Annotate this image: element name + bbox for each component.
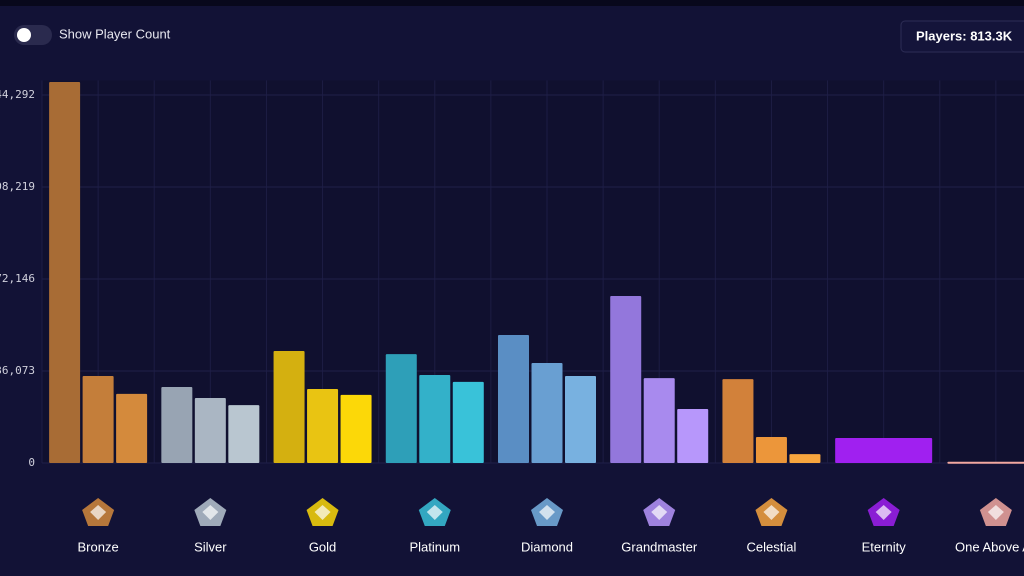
tier-icon-inner	[875, 505, 892, 520]
bar	[228, 405, 260, 463]
bar	[947, 461, 1024, 464]
bar	[610, 295, 642, 463]
bar	[419, 375, 451, 463]
tier-icon	[82, 498, 115, 526]
toggle-knob[interactable]	[17, 28, 31, 42]
bar	[722, 379, 754, 463]
y-tick-label: 0	[28, 456, 35, 469]
tier-icon-inner	[314, 505, 331, 520]
bar	[452, 381, 484, 463]
tier-icon-inner	[202, 505, 219, 520]
bar	[498, 334, 529, 463]
y-tick-label: 144,292	[0, 88, 35, 101]
bar	[385, 354, 417, 463]
bar	[49, 82, 81, 463]
tier-icon-inner	[426, 505, 443, 520]
tier-icon	[979, 498, 1012, 526]
bar	[340, 394, 372, 463]
tier-label: Diamond	[521, 539, 573, 554]
tier-label: Gold	[309, 539, 336, 554]
bar	[531, 363, 563, 463]
bar	[565, 376, 596, 463]
tier-label: Silver	[194, 539, 227, 554]
tier-label: Celestial	[747, 539, 797, 554]
tier-icon	[306, 498, 339, 526]
bar	[755, 436, 787, 463]
tier-icon-inner	[987, 505, 1004, 520]
tier-icon	[531, 498, 563, 526]
bar	[677, 408, 709, 463]
tier-icon-inner	[90, 505, 107, 520]
players-count: Players: 813.3K	[916, 28, 1013, 43]
tier-icon	[643, 498, 676, 526]
bar	[273, 351, 305, 463]
bar	[82, 376, 114, 463]
tier-label: One Above All	[955, 539, 1024, 554]
bar	[194, 397, 226, 463]
top-strip	[0, 0, 1024, 6]
bar	[643, 378, 675, 463]
tier-label: Platinum	[409, 539, 460, 554]
tier-label: Grandmaster	[621, 539, 698, 554]
y-tick-label: 72,146	[0, 272, 35, 285]
bar	[116, 393, 148, 463]
tier-icon-inner	[651, 505, 668, 520]
bar	[161, 387, 193, 463]
tier-icon	[755, 498, 788, 526]
bar	[789, 454, 821, 463]
y-tick-label: 108,219	[0, 180, 35, 193]
toggle-label: Show Player Count	[59, 26, 171, 41]
tier-icon	[867, 498, 900, 526]
y-tick-label: 36,073	[0, 364, 35, 377]
bar	[835, 438, 933, 463]
toggle[interactable]	[14, 25, 52, 45]
players-box	[900, 20, 1024, 53]
tier-icon	[418, 498, 451, 526]
tier-icon	[194, 498, 227, 526]
tier-label: Bronze	[78, 539, 119, 554]
tier-label: Eternity	[862, 539, 907, 554]
tier-icon-inner	[763, 505, 780, 520]
tier-icon-inner	[539, 505, 555, 520]
bar	[307, 389, 339, 463]
